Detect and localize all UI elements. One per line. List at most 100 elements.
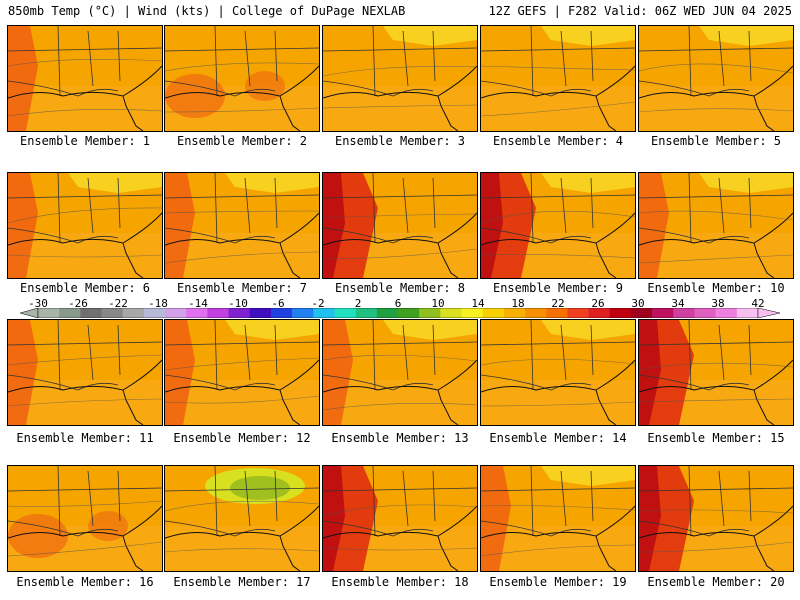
temperature-map bbox=[639, 173, 793, 278]
colorbar-tick-label: 38 bbox=[711, 297, 725, 310]
colorbar-tick-label: -10 bbox=[228, 297, 248, 310]
ensemble-member-label: Ensemble Member: 9 bbox=[492, 281, 624, 295]
ensemble-member-label: Ensemble Member: 1 bbox=[19, 134, 151, 148]
ensemble-member-map bbox=[638, 25, 794, 132]
temperature-map bbox=[8, 173, 162, 278]
colorbar-swatch bbox=[652, 308, 674, 318]
colorbar-tick-label: -18 bbox=[148, 297, 168, 310]
colorbar-swatch bbox=[165, 308, 187, 318]
colorbar-swatch bbox=[355, 308, 378, 318]
ensemble-member-map bbox=[164, 172, 320, 279]
colorbar-tick-label: 6 bbox=[394, 297, 402, 310]
run-valid-time: 12Z GEFS | F282 Valid: 06Z WED JUN 04 20… bbox=[488, 4, 792, 18]
ensemble-member-label: Ensemble Member: 16 bbox=[16, 575, 154, 589]
colorbar-tick-label: -22 bbox=[108, 297, 128, 310]
ensemble-member-label: Ensemble Member: 19 bbox=[489, 575, 627, 589]
colorbar-swatch bbox=[313, 308, 335, 318]
temperature-map bbox=[481, 466, 635, 571]
map-title: 850mb Temp (°C) | Wind (kts) | College o… bbox=[8, 4, 406, 18]
ensemble-member-label: Ensemble Member: 17 bbox=[173, 575, 311, 589]
temperature-map bbox=[481, 26, 635, 131]
colorbar-swatch bbox=[525, 308, 547, 318]
ensemble-member-map bbox=[480, 319, 636, 426]
ensemble-member-label: Ensemble Member: 10 bbox=[647, 281, 785, 295]
ensemble-member-map bbox=[164, 25, 320, 132]
ensemble-member-map bbox=[164, 319, 320, 426]
temperature-map bbox=[165, 26, 319, 131]
colorbar-swatch bbox=[122, 308, 145, 318]
colorbar-tick-label: 26 bbox=[591, 297, 605, 310]
colorbar-tick-label: -26 bbox=[68, 297, 88, 310]
ensemble-member-map bbox=[480, 25, 636, 132]
ensemble-member-map bbox=[7, 172, 163, 279]
ensemble-member-map bbox=[480, 465, 636, 572]
ensemble-member-map bbox=[322, 319, 478, 426]
ensemble-member-label: Ensemble Member: 11 bbox=[16, 431, 154, 445]
colorbar-swatch bbox=[419, 308, 441, 318]
colorbar-swatch bbox=[101, 308, 124, 318]
temperature-colorbar bbox=[20, 308, 780, 318]
ensemble-member-map bbox=[7, 25, 163, 132]
colorbar-swatch bbox=[270, 308, 293, 318]
temperature-map bbox=[8, 26, 162, 131]
ensemble-member-label: Ensemble Member: 7 bbox=[176, 281, 308, 295]
ensemble-member-map bbox=[322, 465, 478, 572]
ensemble-member-map bbox=[638, 465, 794, 572]
temperature-map bbox=[323, 26, 477, 131]
ensemble-member-label: Ensemble Member: 5 bbox=[650, 134, 782, 148]
ensemble-member-label: Ensemble Member: 3 bbox=[334, 134, 466, 148]
colorbar-swatch bbox=[482, 308, 505, 318]
ensemble-member-label: Ensemble Member: 15 bbox=[647, 431, 785, 445]
colorbar-tick-label: 2 bbox=[354, 297, 362, 310]
ensemble-member-label: Ensemble Member: 2 bbox=[176, 134, 308, 148]
colorbar-tick-label: 18 bbox=[511, 297, 525, 310]
ensemble-member-map bbox=[322, 25, 478, 132]
colorbar-swatch bbox=[630, 308, 653, 318]
colorbar-swatch bbox=[567, 308, 589, 318]
temperature-map bbox=[481, 173, 635, 278]
colorbar-swatch bbox=[503, 308, 526, 318]
ensemble-member-map bbox=[638, 172, 794, 279]
ensemble-member-label: Ensemble Member: 20 bbox=[647, 575, 785, 589]
colorbar-tick-label: -2 bbox=[311, 297, 325, 310]
temperature-map bbox=[323, 173, 477, 278]
colorbar-swatch bbox=[186, 308, 208, 318]
colorbar-swatch bbox=[546, 308, 568, 318]
colorbar-swatch bbox=[249, 308, 272, 318]
colorbar-swatch bbox=[334, 308, 356, 318]
ensemble-member-label: Ensemble Member: 14 bbox=[489, 431, 627, 445]
temperature-map bbox=[639, 320, 793, 425]
ensemble-member-map bbox=[638, 319, 794, 426]
colorbar-swatch bbox=[461, 308, 484, 318]
colorbar-swatch bbox=[609, 308, 632, 318]
colorbar-swatch bbox=[80, 308, 102, 318]
colorbar-tick-label: 42 bbox=[751, 297, 765, 310]
colorbar-swatch bbox=[715, 308, 738, 318]
colorbar-tick-label: 22 bbox=[551, 297, 565, 310]
temperature-map bbox=[165, 320, 319, 425]
colorbar-swatch bbox=[292, 308, 314, 318]
colorbar-swatch bbox=[376, 308, 399, 318]
ensemble-member-label: Ensemble Member: 6 bbox=[19, 281, 151, 295]
temperature-map bbox=[8, 320, 162, 425]
temperature-map bbox=[639, 26, 793, 131]
ensemble-member-label: Ensemble Member: 18 bbox=[331, 575, 469, 589]
temperature-map bbox=[8, 466, 162, 571]
ensemble-member-map bbox=[164, 465, 320, 572]
colorbar-swatch bbox=[673, 308, 695, 318]
colorbar-tick-label: -6 bbox=[271, 297, 285, 310]
colorbar-swatch bbox=[228, 308, 251, 318]
colorbar-swatch bbox=[38, 308, 60, 318]
colorbar-swatch bbox=[694, 308, 716, 318]
colorbar-swatch bbox=[143, 308, 166, 318]
colorbar-swatch bbox=[59, 308, 81, 318]
colorbar-swatch bbox=[588, 308, 611, 318]
colorbar-tick-label: 30 bbox=[631, 297, 645, 310]
ensemble-member-map bbox=[480, 172, 636, 279]
temperature-map bbox=[639, 466, 793, 571]
colorbar-tick-label: 34 bbox=[671, 297, 685, 310]
ensemble-member-label: Ensemble Member: 13 bbox=[331, 431, 469, 445]
ensemble-member-label: Ensemble Member: 8 bbox=[334, 281, 466, 295]
ensemble-member-label: Ensemble Member: 4 bbox=[492, 134, 624, 148]
temperature-map bbox=[323, 320, 477, 425]
